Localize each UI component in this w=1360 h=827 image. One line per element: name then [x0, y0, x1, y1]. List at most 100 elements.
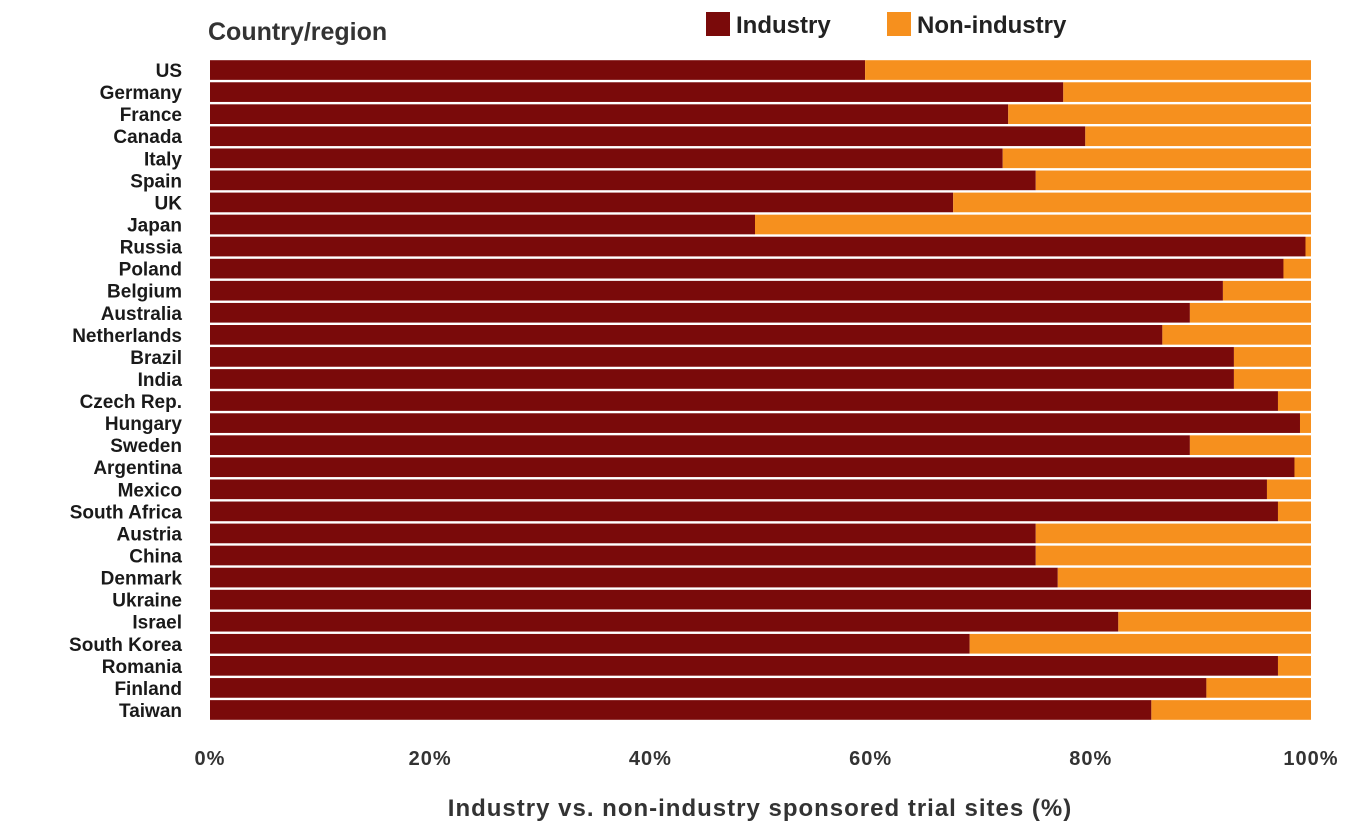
- bar-segment-industry: [210, 258, 1284, 279]
- bar-segment-industry: [210, 457, 1295, 478]
- bar-segment-industry: [210, 302, 1190, 323]
- legend-label-non-industry: Non-industry: [917, 12, 1067, 39]
- bar-segment-non-industry: [1266, 479, 1311, 500]
- legend-label-industry: Industry: [736, 12, 831, 39]
- category-label: India: [138, 370, 183, 391]
- bar-segment-industry: [210, 214, 755, 235]
- bar-segment-industry: [210, 633, 970, 654]
- category-label: Brazil: [130, 348, 182, 369]
- bar-segment-industry: [210, 347, 1234, 367]
- category-label: Czech Rep.: [80, 392, 182, 413]
- legend-swatch-non-industry: [887, 12, 911, 36]
- x-tick-label: 80%: [1069, 748, 1112, 770]
- legend-swatch-industry: [706, 12, 730, 36]
- bar-segment-industry: [210, 391, 1278, 411]
- bar-segment-industry: [210, 236, 1306, 257]
- x-tick-label: 40%: [629, 748, 672, 770]
- bar-segment-industry: [210, 523, 1036, 544]
- bar-segment-industry: [210, 192, 954, 213]
- bar-segment-non-industry: [1206, 678, 1311, 698]
- x-tick-label: 60%: [849, 748, 892, 770]
- bar-segment-industry: [210, 678, 1207, 698]
- category-label: Romania: [102, 657, 183, 678]
- category-label: Spain: [130, 171, 182, 192]
- bar-segment-industry: [210, 148, 1003, 169]
- bar-segment-industry: [210, 104, 1009, 124]
- category-labels: USGermanyFranceCanadaItalySpainUKJapanRu…: [69, 61, 182, 722]
- category-label: Taiwan: [119, 701, 182, 722]
- bar-segment-non-industry: [1118, 611, 1311, 632]
- bar-segment-non-industry: [1057, 567, 1311, 588]
- bar-segment-industry: [210, 501, 1278, 522]
- bar-segment-non-industry: [953, 192, 1311, 213]
- bar-segment-industry: [210, 82, 1064, 102]
- bar-segment-industry: [210, 545, 1036, 566]
- bar-segment-non-industry: [1305, 236, 1311, 257]
- bar-segment-non-industry: [1283, 258, 1311, 279]
- category-label: UK: [155, 193, 183, 214]
- category-label: Australia: [101, 304, 183, 325]
- category-label: South Africa: [70, 502, 183, 523]
- category-label: Russia: [120, 238, 183, 259]
- category-label: Argentina: [93, 458, 182, 479]
- bar-segment-industry: [210, 656, 1278, 676]
- x-tick-label: 100%: [1283, 748, 1338, 770]
- category-label: Ukraine: [112, 591, 182, 612]
- bar-segment-non-industry: [1035, 545, 1311, 566]
- bar-segment-non-industry: [1162, 325, 1311, 345]
- category-label: Hungary: [105, 414, 183, 435]
- category-label: Mexico: [118, 480, 182, 501]
- category-label: Belgium: [107, 282, 182, 303]
- bar-segment-non-industry: [1002, 148, 1311, 169]
- category-label: Austria: [117, 524, 183, 545]
- bar-segment-non-industry: [1189, 302, 1311, 323]
- x-axis-title: Industry vs. non-industry sponsored tria…: [448, 795, 1072, 822]
- bar-segment-non-industry: [1008, 104, 1311, 124]
- bar-segment-non-industry: [1277, 656, 1311, 676]
- bar-segment-non-industry: [1233, 347, 1311, 367]
- bar-segment-non-industry: [1063, 82, 1311, 102]
- bar-segment-non-industry: [1294, 457, 1311, 478]
- x-tick-label: 0%: [195, 748, 226, 770]
- bar-segment-non-industry: [865, 60, 1311, 80]
- category-label: Canada: [113, 127, 182, 148]
- bar-segment-industry: [210, 700, 1152, 720]
- bar-segment-industry: [210, 280, 1223, 301]
- category-label: China: [129, 547, 182, 568]
- category-label: Israel: [132, 613, 182, 634]
- bar-segment-industry: [210, 170, 1036, 191]
- category-label: Denmark: [101, 569, 183, 590]
- category-label: Italy: [144, 149, 182, 170]
- bar-segment-industry: [210, 60, 866, 80]
- bar-segment-non-industry: [1085, 126, 1311, 147]
- bar-segment-non-industry: [1222, 280, 1311, 301]
- x-tick-label: 20%: [409, 748, 452, 770]
- y-axis-title: Country/region: [208, 18, 387, 46]
- bar-segment-industry: [210, 479, 1267, 500]
- category-label: Japan: [127, 216, 182, 237]
- category-label: Netherlands: [72, 326, 182, 347]
- bar-segment-non-industry: [1151, 700, 1311, 720]
- category-label: US: [156, 61, 182, 82]
- bar-segment-non-industry: [1035, 523, 1311, 544]
- bar-segment-industry: [210, 435, 1190, 455]
- x-axis-ticks: 0% 20% 40% 60% 80% 100%: [195, 748, 1338, 770]
- bar-segment-non-industry: [1233, 369, 1311, 389]
- legend: Industry Non-industry: [706, 12, 1067, 39]
- category-label: Poland: [119, 260, 182, 281]
- bar-segment-non-industry: [755, 214, 1311, 235]
- bar-segment-industry: [210, 567, 1058, 588]
- category-label: Finland: [114, 679, 182, 700]
- bar-segment-non-industry: [969, 633, 1311, 654]
- category-label: Germany: [100, 83, 183, 104]
- bar-segment-industry: [210, 126, 1086, 147]
- bars-group: [210, 60, 1311, 720]
- category-label: South Korea: [69, 635, 182, 656]
- bar-segment-non-industry: [1035, 170, 1311, 191]
- bar-segment-industry: [210, 611, 1119, 632]
- category-label: France: [120, 105, 182, 126]
- category-label: Sweden: [110, 436, 182, 457]
- bar-segment-non-industry: [1277, 501, 1311, 522]
- bar-segment-non-industry: [1299, 413, 1311, 433]
